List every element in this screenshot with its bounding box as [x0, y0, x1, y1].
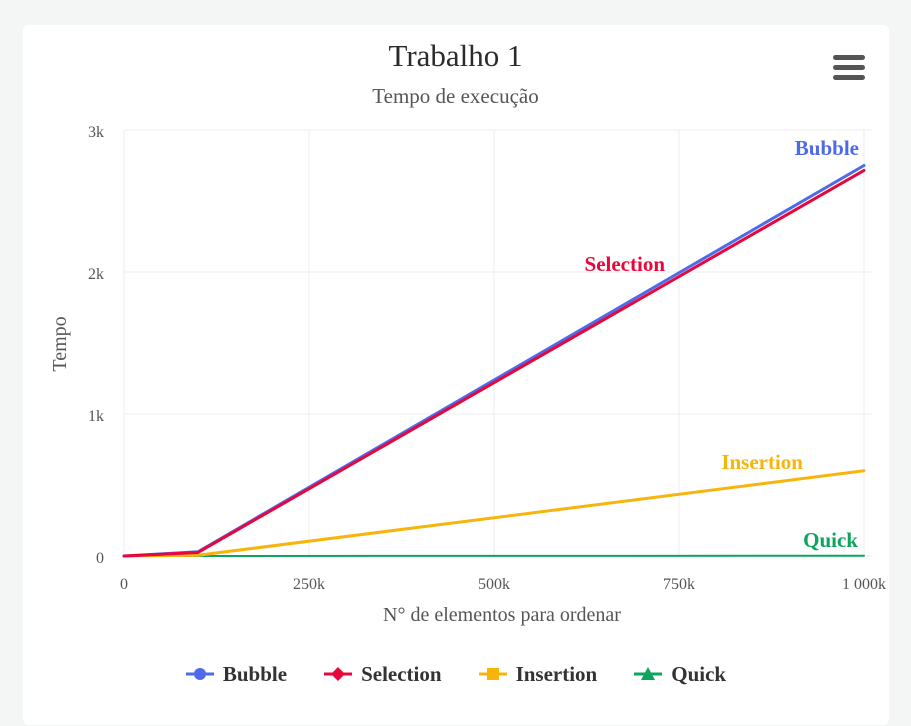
legend-item-insertion[interactable]: Insertion — [478, 661, 598, 687]
x-tick-label: 0 — [120, 576, 128, 593]
y-tick-label: 0 — [96, 550, 104, 567]
x-tick-label: 500k — [478, 576, 510, 593]
series-annotation-bubble: Bubble — [795, 136, 859, 160]
x-tick-label: 250k — [293, 576, 325, 593]
legend-item-quick[interactable]: Quick — [633, 662, 726, 687]
triangle-marker-icon — [634, 667, 663, 680]
y-tick-label: 1k — [88, 408, 104, 425]
chart-legend: Bubble Selection Insertion Quick — [0, 658, 911, 690]
y-tick-label: 3k — [88, 124, 104, 141]
chart-card — [23, 25, 889, 725]
legend-item-selection[interactable]: Selection — [323, 661, 442, 687]
hamburger-menu-icon[interactable] — [833, 55, 865, 81]
series-annotation-insertion: Insertion — [721, 450, 803, 474]
y-tick-label: 2k — [88, 266, 104, 283]
legend-label: Insertion — [515, 661, 598, 686]
x-tick-label: 1 000k — [842, 576, 886, 593]
y-axis-title: Tempo — [49, 316, 71, 371]
diamond-marker-icon — [324, 667, 353, 681]
legend-label: Bubble — [222, 661, 288, 686]
square-marker-icon — [478, 668, 507, 680]
chart-title: Trabalho 1 — [388, 38, 523, 73]
x-axis-title: N° de elementos para ordenar — [383, 604, 621, 626]
legend-label: Quick — [671, 661, 727, 686]
x-tick-label: 750k — [663, 576, 695, 593]
circle-marker-icon — [185, 668, 214, 680]
chart-subtitle: Tempo de execução — [372, 84, 539, 108]
legend-label: Selection — [361, 661, 442, 686]
series-annotation-selection: Selection — [585, 252, 666, 276]
series-line-selection — [122, 168, 866, 558]
legend-item-bubble[interactable]: Bubble — [185, 662, 287, 687]
series-annotation-quick: Quick — [803, 528, 858, 552]
